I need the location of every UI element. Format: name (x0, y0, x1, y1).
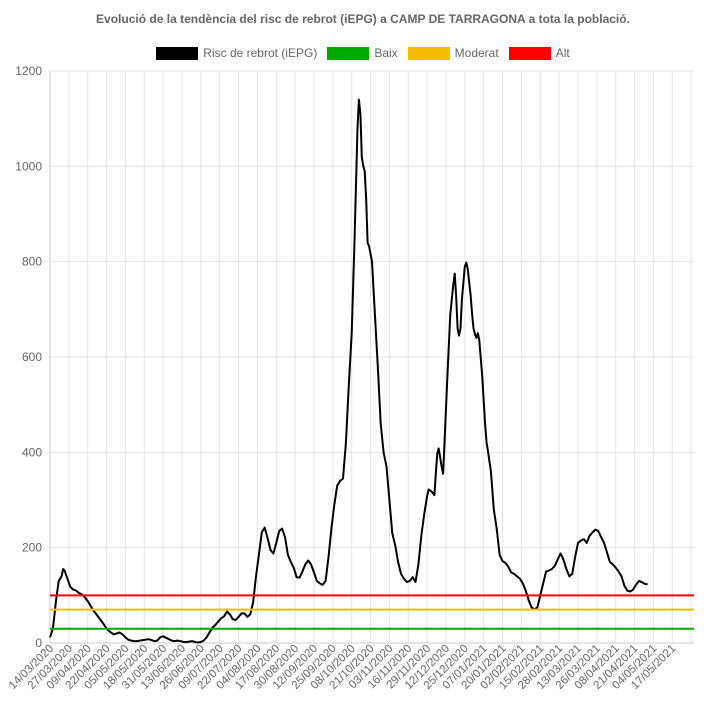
legend-swatch-baix (327, 46, 370, 60)
y-tick-label: 400 (22, 445, 42, 459)
legend-label-alt: Alt (555, 46, 570, 60)
legend-item-iepg[interactable]: Risc de rebrot (iEPG) (156, 46, 317, 60)
legend-swatch-alt (508, 46, 551, 60)
legend-swatch-iepg (156, 46, 199, 60)
axes (49, 71, 694, 644)
legend-label-iepg: Risc de rebrot (iEPG) (203, 46, 318, 60)
y-tick-label: 800 (22, 255, 42, 269)
legend-swatch-moderat (407, 46, 450, 60)
series-line-iepg (49, 98, 648, 644)
y-tick-label: 1200 (15, 64, 42, 78)
legend-label-moderat: Moderat (454, 46, 499, 60)
legend-item-baix[interactable]: Baix (327, 46, 398, 60)
y-tick-label: 1000 (15, 159, 42, 173)
legend-label-baix: Baix (374, 46, 398, 60)
y-tick-label: 0 (35, 636, 42, 650)
x-axis-ticks: 14/03/202027/03/202009/04/202022/04/2020… (7, 643, 678, 692)
y-axis-ticks: 0 200 400 600 800 1000 1200 (15, 64, 42, 650)
legend-item-alt[interactable]: Alt (508, 46, 570, 60)
chart-title: Evolució de la tendència del risc de reb… (96, 12, 630, 26)
grid-lines (49, 70, 694, 644)
y-tick-label: 200 (22, 541, 42, 555)
legend-item-moderat[interactable]: Moderat (407, 46, 499, 60)
series-layer (49, 98, 694, 644)
legend: Risc de rebrot (iEPG) Baix Moderat Alt (0, 44, 726, 62)
y-tick-label: 600 (22, 350, 42, 364)
